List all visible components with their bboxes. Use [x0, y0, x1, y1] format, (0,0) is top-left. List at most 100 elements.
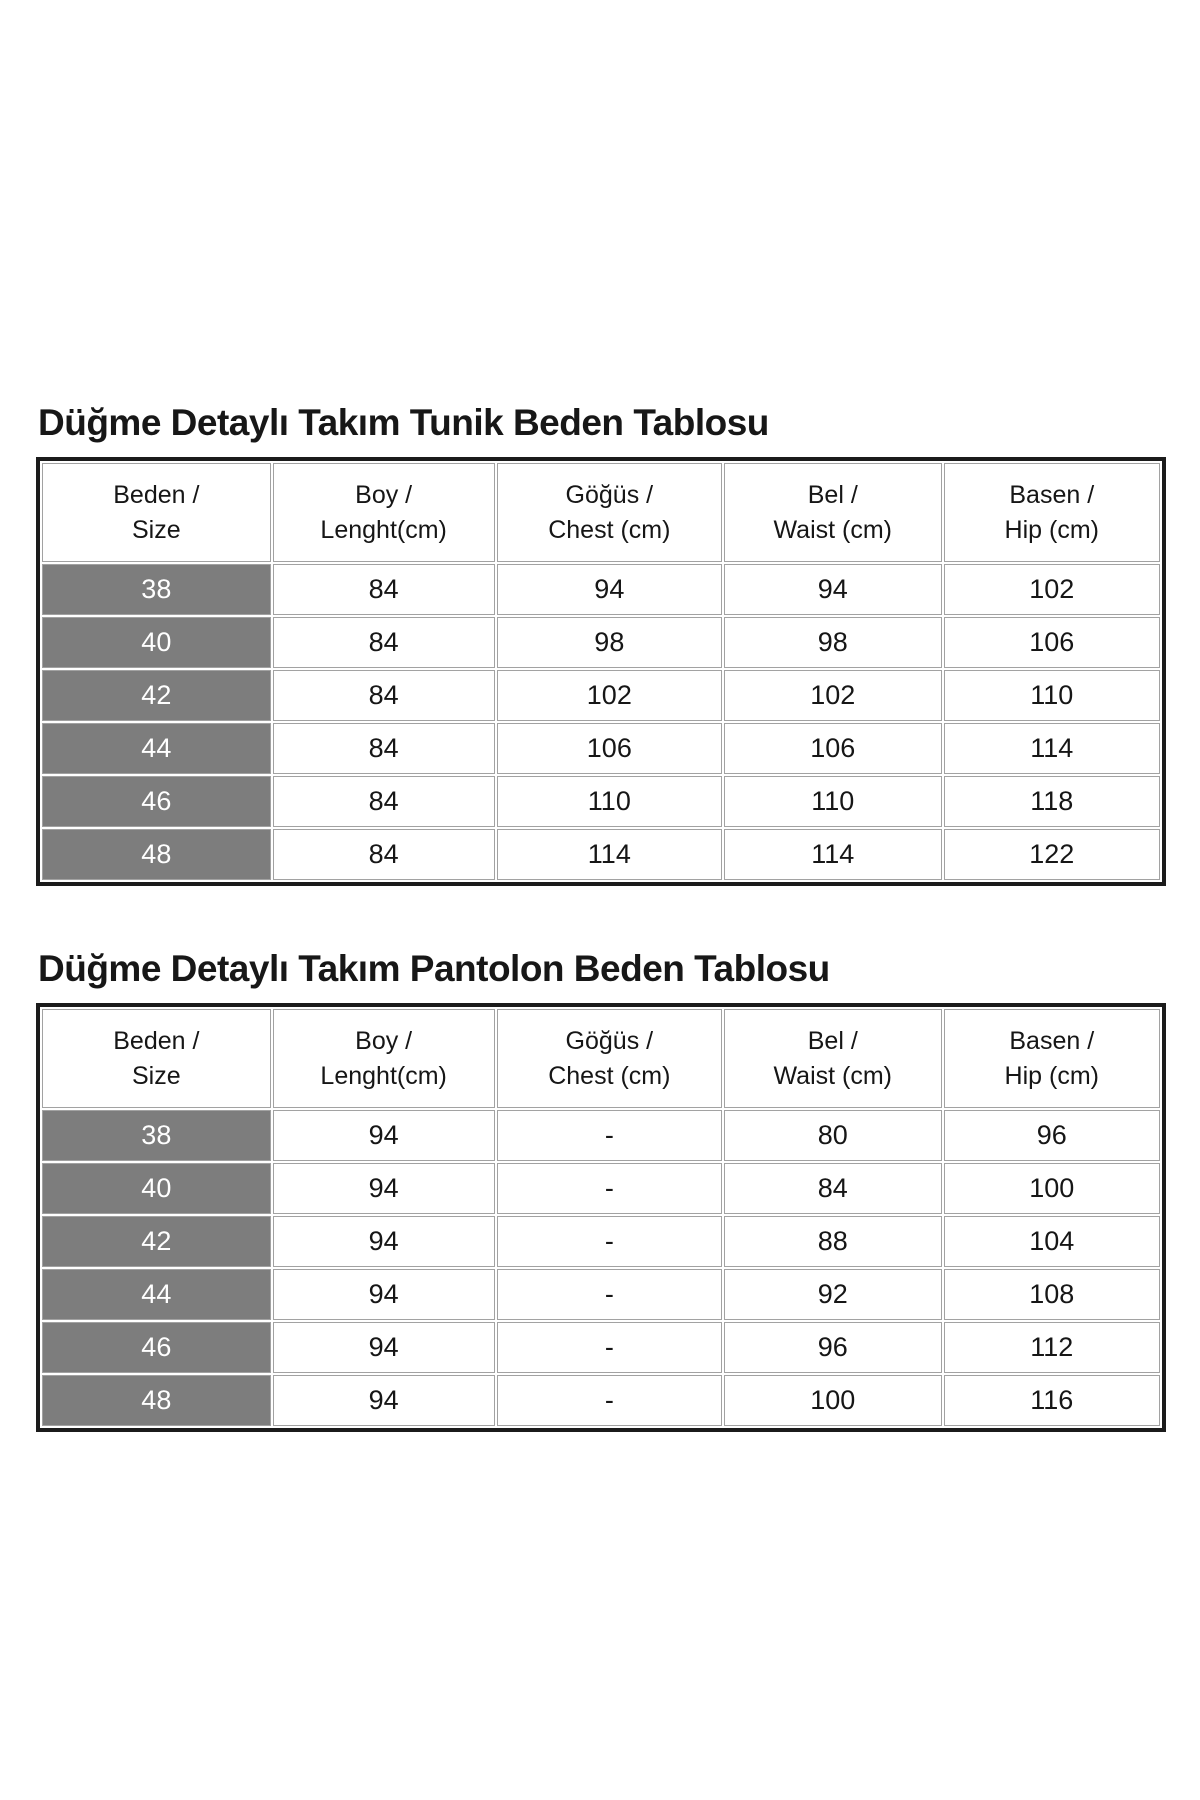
value-cell: 96	[723, 1322, 942, 1373]
pantolon-size-table: Beden / Size Boy / Lenght(cm) Göğüs / Ch…	[36, 1003, 1166, 1432]
value-cell: 106	[496, 723, 722, 774]
table-row: 40 94 - 84 100	[42, 1163, 1160, 1214]
size-cell: 40	[42, 617, 271, 668]
header-line-2: Hip (cm)	[1004, 1062, 1099, 1090]
tunik-table-title: Düğme Detaylı Takım Tunik Beden Tablosu	[38, 402, 769, 443]
header-line-1: Bel /	[807, 481, 858, 509]
size-cell: 38	[42, 564, 271, 615]
column-header-beden: Beden / Size	[42, 463, 271, 562]
value-cell: 110	[943, 670, 1160, 721]
size-cell: 38	[42, 1110, 271, 1161]
size-cell: 44	[42, 723, 271, 774]
size-cell: 44	[42, 1269, 271, 1320]
value-cell: -	[496, 1269, 722, 1320]
table-row: 46 84 110 110 118	[42, 776, 1160, 827]
header-line-1: Basen /	[1009, 1027, 1095, 1055]
column-header-basen: Basen / Hip (cm)	[943, 463, 1160, 562]
table-row: 44 84 106 106 114	[42, 723, 1160, 774]
value-cell: 108	[943, 1269, 1160, 1320]
value-cell: 122	[943, 829, 1160, 880]
value-cell: 96	[943, 1110, 1160, 1161]
header-line-2: Size	[132, 1062, 181, 1090]
value-cell: 102	[496, 670, 722, 721]
header-line-2: Chest (cm)	[548, 516, 671, 544]
value-cell: -	[496, 1375, 722, 1426]
header-line-2: Lenght(cm)	[320, 1062, 447, 1090]
tunik-size-table-section: Düğme Detaylı Takım Tunik Beden Tablosu …	[36, 402, 1200, 886]
header-line-2: Size	[132, 516, 181, 544]
table-row: 42 84 102 102 110	[42, 670, 1160, 721]
header-line-1: Basen /	[1009, 481, 1095, 509]
value-cell: 84	[272, 564, 495, 615]
value-cell: 104	[943, 1216, 1160, 1267]
header-line-1: Göğüs /	[565, 1027, 654, 1055]
value-cell: 116	[943, 1375, 1160, 1426]
table-row: 42 94 - 88 104	[42, 1216, 1160, 1267]
column-header-gogus: Göğüs / Chest (cm)	[496, 1009, 722, 1108]
value-cell: -	[496, 1110, 722, 1161]
value-cell: 94	[496, 564, 722, 615]
value-cell: 114	[723, 829, 942, 880]
value-cell: 92	[723, 1269, 942, 1320]
table-row: 46 94 - 96 112	[42, 1322, 1160, 1373]
table-row: 40 84 98 98 106	[42, 617, 1160, 668]
size-cell: 48	[42, 1375, 271, 1426]
header-line-2: Hip (cm)	[1004, 516, 1099, 544]
value-cell: 114	[943, 723, 1160, 774]
header-line-2: Chest (cm)	[548, 1062, 671, 1090]
value-cell: 110	[723, 776, 942, 827]
header-row: Beden / Size Boy / Lenght(cm) Göğüs / Ch…	[42, 1009, 1160, 1108]
value-cell: 84	[272, 829, 495, 880]
column-header-bel: Bel / Waist (cm)	[723, 1009, 942, 1108]
table-row: 48 84 114 114 122	[42, 829, 1160, 880]
size-cell: 46	[42, 776, 271, 827]
value-cell: 106	[723, 723, 942, 774]
header-line-1: Beden /	[113, 481, 200, 509]
value-cell: 98	[723, 617, 942, 668]
header-line-1: Boy /	[355, 481, 413, 509]
value-cell: 94	[272, 1269, 495, 1320]
header-line-1: Boy /	[355, 1027, 413, 1055]
value-cell: 102	[723, 670, 942, 721]
pantolon-size-table-section: Düğme Detaylı Takım Pantolon Beden Tablo…	[36, 948, 1200, 1432]
table-row: 44 94 - 92 108	[42, 1269, 1160, 1320]
header-line-2: Lenght(cm)	[320, 516, 447, 544]
value-cell: 94	[272, 1322, 495, 1373]
table-row: 38 94 - 80 96	[42, 1110, 1160, 1161]
size-cell: 42	[42, 670, 271, 721]
value-cell: 94	[272, 1375, 495, 1426]
value-cell: 110	[496, 776, 722, 827]
value-cell: 80	[723, 1110, 942, 1161]
value-cell: 94	[272, 1216, 495, 1267]
value-cell: -	[496, 1216, 722, 1267]
size-chart-content: Düğme Detaylı Takım Tunik Beden Tablosu …	[36, 402, 1200, 1432]
header-line-1: Beden /	[113, 1027, 200, 1055]
value-cell: 106	[943, 617, 1160, 668]
column-header-bel: Bel / Waist (cm)	[723, 463, 942, 562]
value-cell: 84	[272, 723, 495, 774]
value-cell: 88	[723, 1216, 942, 1267]
value-cell: 84	[272, 670, 495, 721]
column-header-boy: Boy / Lenght(cm)	[272, 1009, 495, 1108]
value-cell: 94	[272, 1110, 495, 1161]
column-header-beden: Beden / Size	[42, 1009, 271, 1108]
column-header-basen: Basen / Hip (cm)	[943, 1009, 1160, 1108]
value-cell: 94	[272, 1163, 495, 1214]
header-line-2: Waist (cm)	[773, 516, 893, 544]
value-cell: 84	[272, 776, 495, 827]
size-cell: 46	[42, 1322, 271, 1373]
value-cell: 100	[723, 1375, 942, 1426]
table-row: 38 84 94 94 102	[42, 564, 1160, 615]
size-cell: 40	[42, 1163, 271, 1214]
value-cell: 94	[723, 564, 942, 615]
header-line-1: Bel /	[807, 1027, 858, 1055]
value-cell: 84	[272, 617, 495, 668]
column-header-boy: Boy / Lenght(cm)	[272, 463, 495, 562]
value-cell: 114	[496, 829, 722, 880]
value-cell: 112	[943, 1322, 1160, 1373]
value-cell: 118	[943, 776, 1160, 827]
value-cell: 102	[943, 564, 1160, 615]
value-cell: 98	[496, 617, 722, 668]
tunik-size-table: Beden / Size Boy / Lenght(cm) Göğüs / Ch…	[36, 457, 1166, 886]
